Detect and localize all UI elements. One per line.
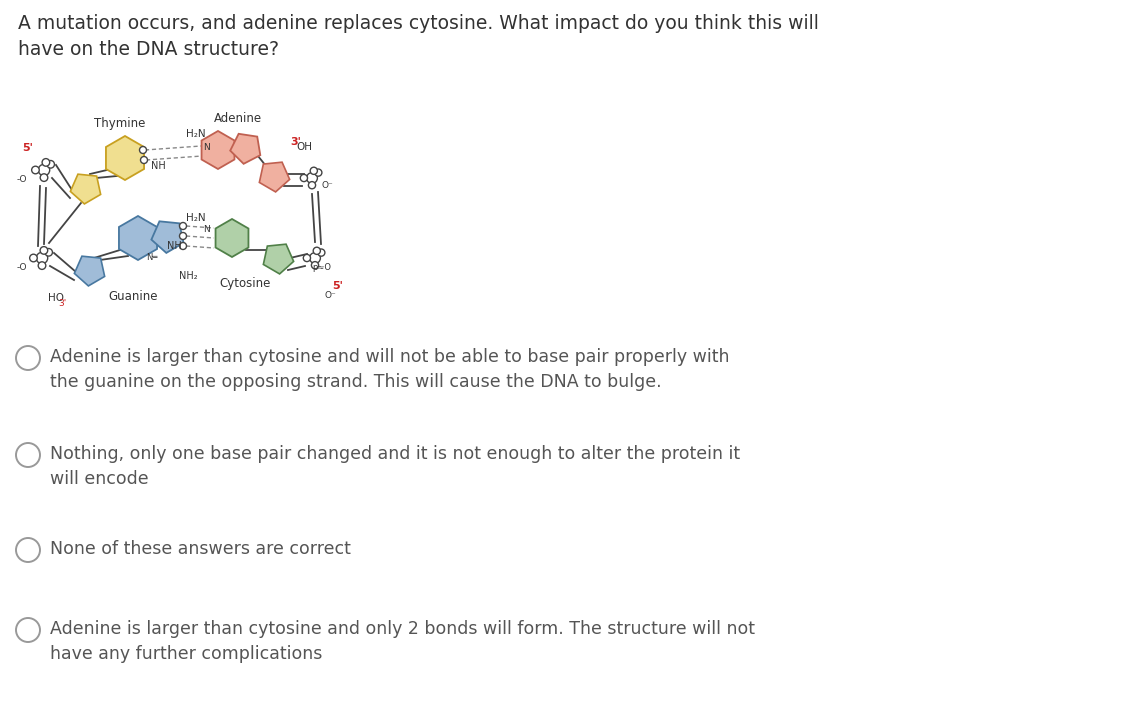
Circle shape bbox=[43, 159, 49, 166]
Text: OH: OH bbox=[296, 142, 312, 152]
Polygon shape bbox=[71, 174, 101, 204]
Polygon shape bbox=[119, 216, 157, 260]
Text: H₂N: H₂N bbox=[186, 213, 206, 223]
Polygon shape bbox=[263, 244, 294, 274]
Circle shape bbox=[47, 160, 55, 168]
Text: -O: -O bbox=[17, 175, 27, 184]
Text: Adenine is larger than cytosine and will not be able to base pair properly with
: Adenine is larger than cytosine and will… bbox=[50, 348, 730, 391]
Circle shape bbox=[312, 261, 318, 269]
Circle shape bbox=[16, 538, 40, 562]
Text: Cytosine: Cytosine bbox=[220, 277, 270, 290]
Text: H₂N: H₂N bbox=[186, 129, 206, 139]
Circle shape bbox=[315, 169, 322, 176]
Text: N: N bbox=[204, 143, 211, 152]
Text: p≈O: p≈O bbox=[313, 264, 332, 272]
Text: N═: N═ bbox=[147, 253, 158, 263]
Polygon shape bbox=[202, 131, 234, 169]
Circle shape bbox=[16, 346, 40, 370]
Circle shape bbox=[179, 223, 186, 229]
Circle shape bbox=[29, 254, 37, 262]
Polygon shape bbox=[230, 134, 260, 164]
Circle shape bbox=[31, 166, 39, 174]
Circle shape bbox=[307, 173, 317, 183]
Circle shape bbox=[38, 262, 46, 269]
Text: NH: NH bbox=[150, 161, 166, 171]
Text: 5': 5' bbox=[22, 143, 34, 153]
Circle shape bbox=[300, 175, 307, 181]
Circle shape bbox=[304, 254, 311, 261]
Text: A mutation occurs, and adenine replaces cytosine. What impact do you think this : A mutation occurs, and adenine replaces … bbox=[18, 14, 818, 59]
Text: 5': 5' bbox=[333, 281, 343, 291]
Polygon shape bbox=[215, 219, 249, 257]
Circle shape bbox=[309, 253, 321, 264]
Text: NH₂: NH₂ bbox=[178, 271, 197, 281]
Circle shape bbox=[139, 146, 147, 154]
Circle shape bbox=[317, 249, 325, 256]
Circle shape bbox=[308, 181, 316, 189]
Polygon shape bbox=[74, 256, 104, 286]
Polygon shape bbox=[106, 136, 145, 180]
Circle shape bbox=[179, 232, 186, 240]
Circle shape bbox=[38, 165, 49, 175]
Circle shape bbox=[16, 443, 40, 467]
Text: N: N bbox=[204, 226, 211, 234]
Circle shape bbox=[36, 253, 48, 264]
Text: Adenine is larger than cytosine and only 2 bonds will form. The structure will n: Adenine is larger than cytosine and only… bbox=[50, 620, 756, 663]
Text: None of these answers are correct: None of these answers are correct bbox=[50, 540, 351, 558]
Polygon shape bbox=[151, 221, 184, 253]
Circle shape bbox=[16, 618, 40, 642]
Text: HO: HO bbox=[48, 293, 64, 303]
Circle shape bbox=[40, 247, 48, 254]
Circle shape bbox=[311, 167, 317, 175]
Text: Adenine: Adenine bbox=[214, 111, 262, 124]
Text: Thymine: Thymine bbox=[94, 117, 146, 130]
Circle shape bbox=[179, 242, 186, 250]
Text: Nothing, only one base pair changed and it is not enough to alter the protein it: Nothing, only one base pair changed and … bbox=[50, 445, 740, 488]
Text: O⁻: O⁻ bbox=[321, 181, 333, 189]
Circle shape bbox=[40, 174, 48, 181]
Text: NH: NH bbox=[167, 241, 182, 251]
Circle shape bbox=[140, 157, 148, 164]
Text: 3': 3' bbox=[58, 299, 66, 309]
Text: O⁻: O⁻ bbox=[324, 290, 336, 299]
Polygon shape bbox=[259, 162, 289, 192]
Text: Guanine: Guanine bbox=[108, 290, 157, 303]
Text: 3': 3' bbox=[290, 137, 302, 147]
Circle shape bbox=[313, 248, 321, 254]
Circle shape bbox=[45, 248, 53, 256]
Text: -O: -O bbox=[17, 264, 27, 272]
